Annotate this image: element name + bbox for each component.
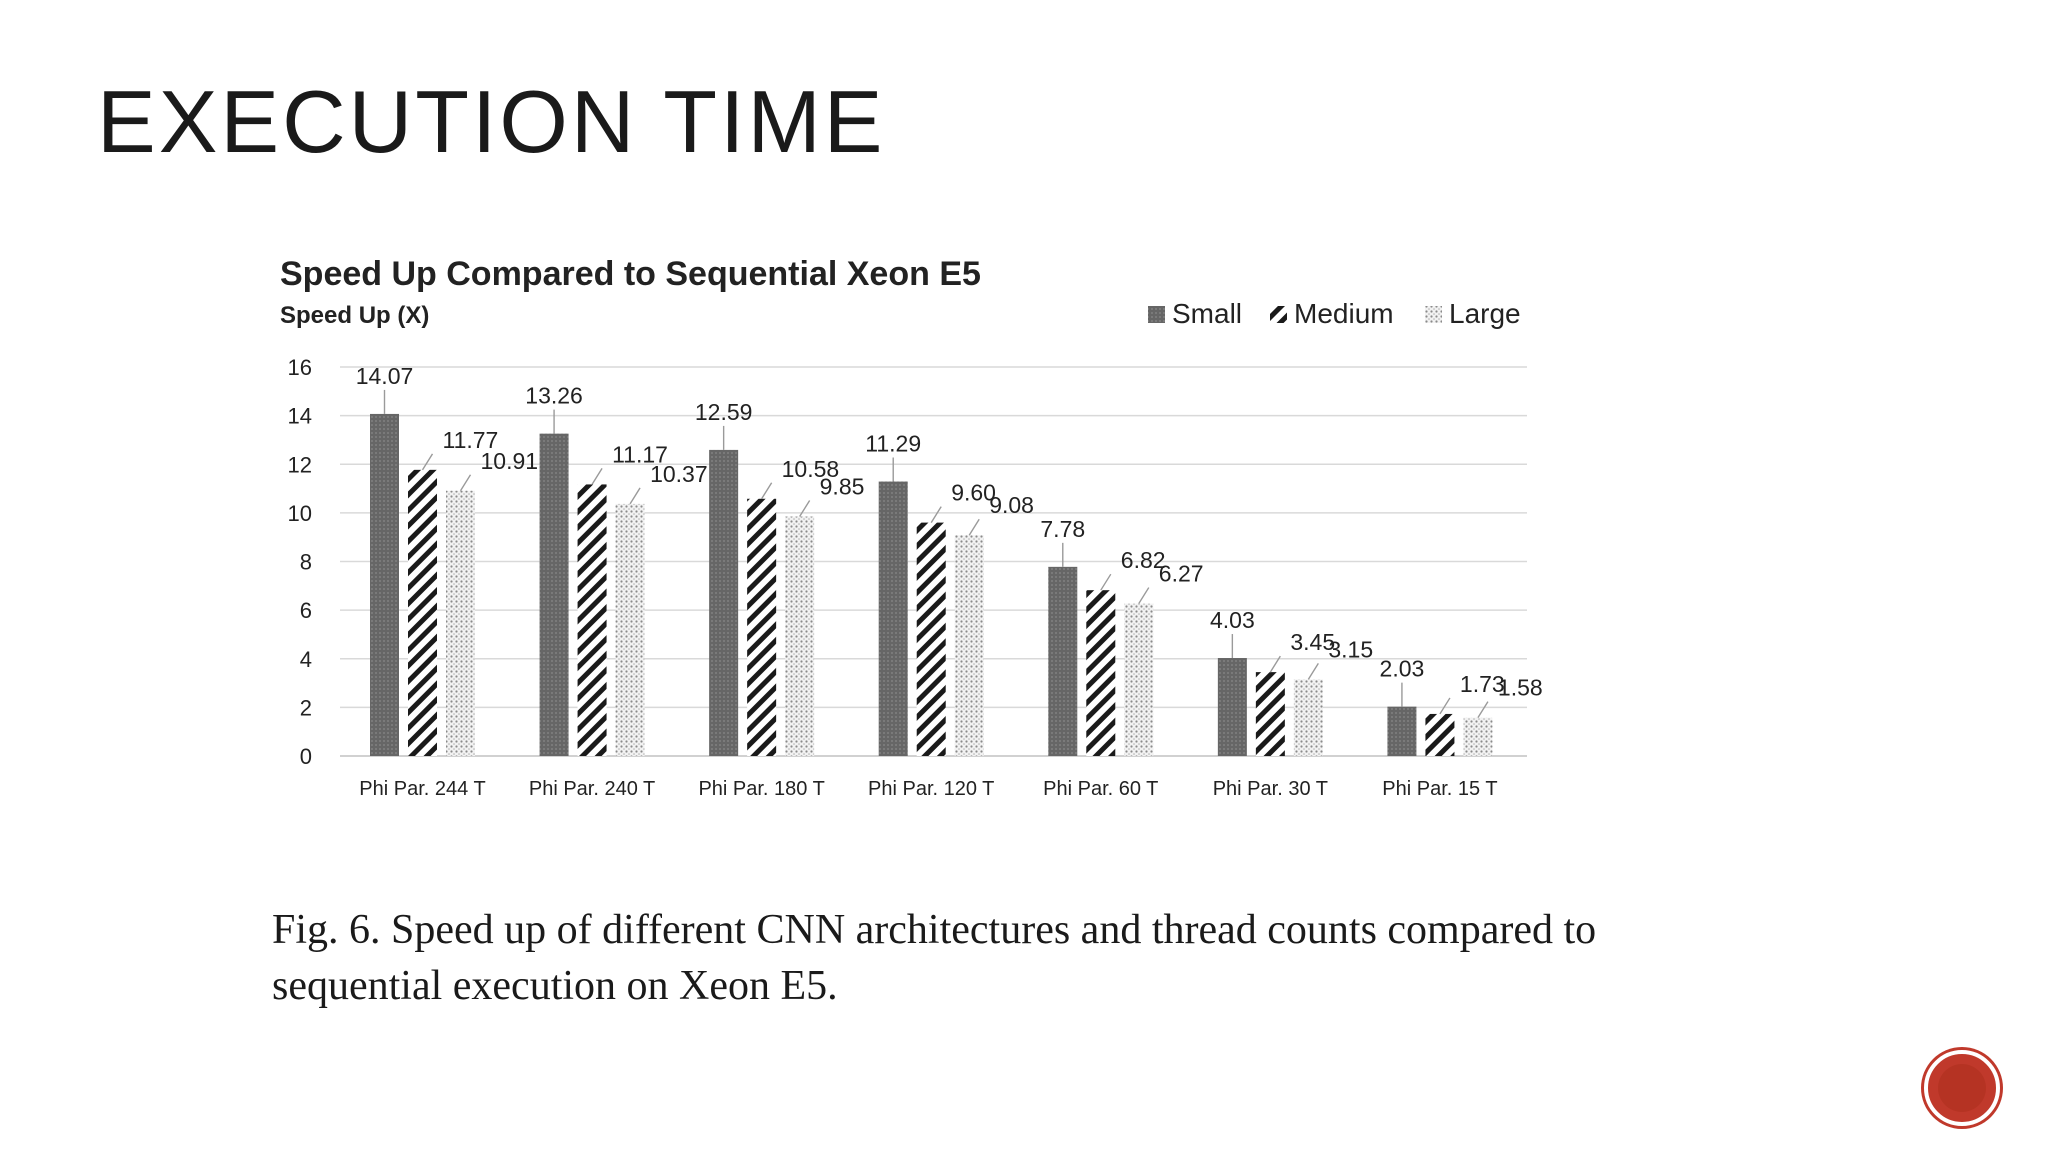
bar-large xyxy=(615,503,645,756)
bar-large xyxy=(1124,603,1154,756)
data-label: 11.17 xyxy=(612,441,668,467)
data-label: 9.60 xyxy=(951,480,996,506)
bar-large xyxy=(954,535,984,756)
label-leader xyxy=(1477,701,1489,718)
bar-medium xyxy=(408,469,437,756)
data-label: 2.03 xyxy=(1380,656,1425,682)
bar-large xyxy=(446,490,475,756)
y-tick-label: 16 xyxy=(288,355,312,380)
x-tick-label: Phi Par. 120 T xyxy=(868,778,994,800)
data-label: 14.07 xyxy=(356,363,414,389)
label-leader xyxy=(968,518,980,536)
data-label: 3.45 xyxy=(1290,629,1335,655)
bar-medium xyxy=(747,498,777,756)
bar-medium xyxy=(577,484,607,756)
label-leader xyxy=(1138,587,1150,604)
bar-small xyxy=(1387,706,1417,756)
bar-large xyxy=(785,516,815,756)
legend-label-small: Small xyxy=(1172,298,1242,329)
label-leader xyxy=(459,474,472,492)
slide-title: EXECUTION TIME xyxy=(97,72,886,171)
y-tick-label: 4 xyxy=(300,647,312,672)
bar-small xyxy=(878,481,908,756)
data-label: 9.08 xyxy=(989,492,1034,518)
legend-label-large: Large xyxy=(1449,298,1521,329)
y-tick-label: 2 xyxy=(300,695,312,720)
bar-small xyxy=(539,433,569,756)
chart-label-leaders xyxy=(383,389,1489,718)
data-label: 9.85 xyxy=(820,474,865,500)
data-label: 6.27 xyxy=(1159,561,1204,587)
chart-bars xyxy=(370,413,1493,756)
data-label: 10.58 xyxy=(782,456,840,482)
label-leader xyxy=(761,482,773,500)
legend-swatch-large xyxy=(1425,306,1442,323)
y-axis-label: Speed Up (X) xyxy=(280,302,429,329)
y-tick-label: 14 xyxy=(288,404,312,429)
label-leader xyxy=(930,506,942,523)
bar-small xyxy=(370,413,399,756)
x-tick-label: Phi Par. 30 T xyxy=(1213,778,1328,800)
bar-small xyxy=(709,449,739,756)
data-label: 10.91 xyxy=(481,448,539,474)
data-label: 11.29 xyxy=(865,431,921,457)
data-label: 7.78 xyxy=(1040,516,1085,542)
bar-small xyxy=(1048,566,1078,756)
y-tick-label: 8 xyxy=(300,550,312,575)
x-tick-label: Phi Par. 240 T xyxy=(529,778,655,800)
y-tick-label: 0 xyxy=(300,744,312,769)
y-tick-label: 12 xyxy=(288,452,312,477)
x-tick-label: Phi Par. 60 T xyxy=(1043,778,1158,800)
chart-x-ticks: Phi Par. 244 T Phi Par. 240 T Phi Par. 180… xyxy=(359,778,1497,800)
bar-medium xyxy=(1255,672,1285,756)
slide-nav-button[interactable] xyxy=(1924,1050,2000,1126)
data-label: 12.59 xyxy=(695,399,753,425)
label-leader xyxy=(591,468,603,485)
data-label: 10.37 xyxy=(650,461,708,487)
label-leader xyxy=(1100,573,1112,591)
label-leader xyxy=(421,453,434,471)
data-label: 1.73 xyxy=(1460,671,1505,697)
x-tick-label: Phi Par. 244 T xyxy=(359,778,485,800)
x-tick-label: Phi Par. 15 T xyxy=(1382,778,1497,800)
label-leader xyxy=(1439,697,1451,715)
legend-swatch-small xyxy=(1148,306,1165,323)
x-tick-label: Phi Par. 180 T xyxy=(698,778,824,800)
data-label: 11.77 xyxy=(443,427,499,453)
bar-medium xyxy=(1425,713,1455,756)
bar-medium xyxy=(1086,590,1116,756)
data-label: 13.26 xyxy=(525,383,583,409)
figure-caption: Fig. 6. Speed up of different CNN archit… xyxy=(272,907,1597,1009)
data-label: 1.58 xyxy=(1498,675,1543,701)
bar-medium xyxy=(916,522,946,756)
label-leader xyxy=(1269,655,1281,673)
chart-title: Speed Up Compared to Sequential Xeon E5 xyxy=(280,255,981,293)
speedup-bar-chart: Speed Up Compared to Sequential Xeon E5 … xyxy=(280,255,1543,800)
label-leader xyxy=(1307,663,1319,680)
chart-legend: Small Medium Large xyxy=(1148,298,1521,329)
data-label: 4.03 xyxy=(1210,607,1255,633)
legend-label-medium: Medium xyxy=(1294,298,1394,329)
bar-large xyxy=(1293,679,1323,756)
circle-icon xyxy=(1938,1064,1986,1112)
legend-swatch-medium xyxy=(1270,306,1287,323)
y-tick-label: 6 xyxy=(300,598,312,623)
data-label: 6.82 xyxy=(1121,547,1166,573)
data-label: 3.15 xyxy=(1328,636,1373,662)
label-leader xyxy=(629,487,641,505)
bar-small xyxy=(1217,658,1247,756)
label-leader xyxy=(799,500,811,517)
bar-large xyxy=(1463,717,1493,756)
y-tick-label: 10 xyxy=(288,501,312,526)
